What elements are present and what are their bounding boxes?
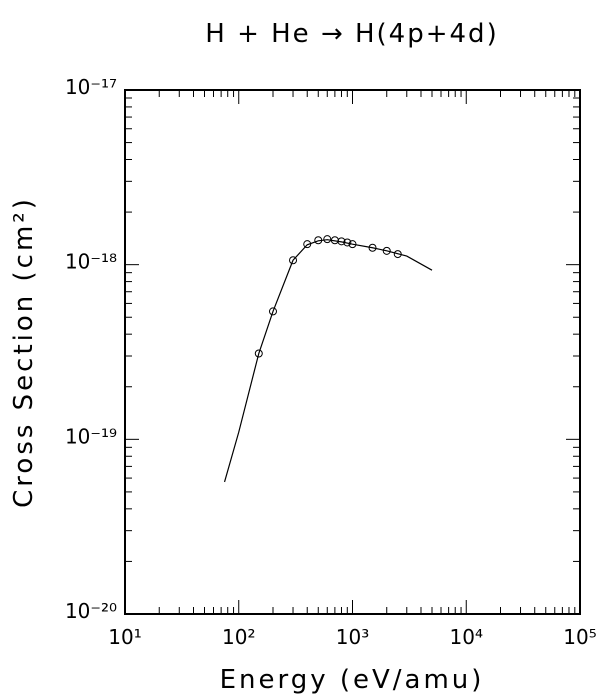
x-tick-label: 10⁵ — [563, 625, 596, 649]
fit-curve — [223, 239, 433, 483]
y-tick-label: 10⁻¹⁹ — [65, 424, 117, 448]
x-tick-label: 10³ — [336, 625, 369, 649]
data-point — [268, 307, 277, 316]
data-point — [348, 240, 357, 249]
data-point — [303, 240, 312, 249]
y-tick-label: 10⁻²⁰ — [65, 599, 117, 623]
y-tick-label: 10⁻¹⁸ — [65, 250, 117, 274]
chart-title: H + He → H(4p+4d) — [205, 19, 498, 49]
y-tick-label: 10⁻¹⁷ — [65, 75, 117, 99]
plot-frame — [124, 89, 581, 615]
data-point — [289, 256, 298, 265]
x-axis-label: Energy (eV/amu) — [220, 665, 485, 695]
data-point — [254, 349, 263, 358]
y-axis-label: Cross Section (cm²) — [9, 196, 39, 508]
data-point — [382, 246, 391, 255]
data-point — [368, 243, 377, 252]
x-tick-label: 10² — [222, 625, 255, 649]
x-tick-label: 10¹ — [108, 625, 141, 649]
x-tick-label: 10⁴ — [450, 625, 483, 649]
data-point — [323, 235, 332, 244]
